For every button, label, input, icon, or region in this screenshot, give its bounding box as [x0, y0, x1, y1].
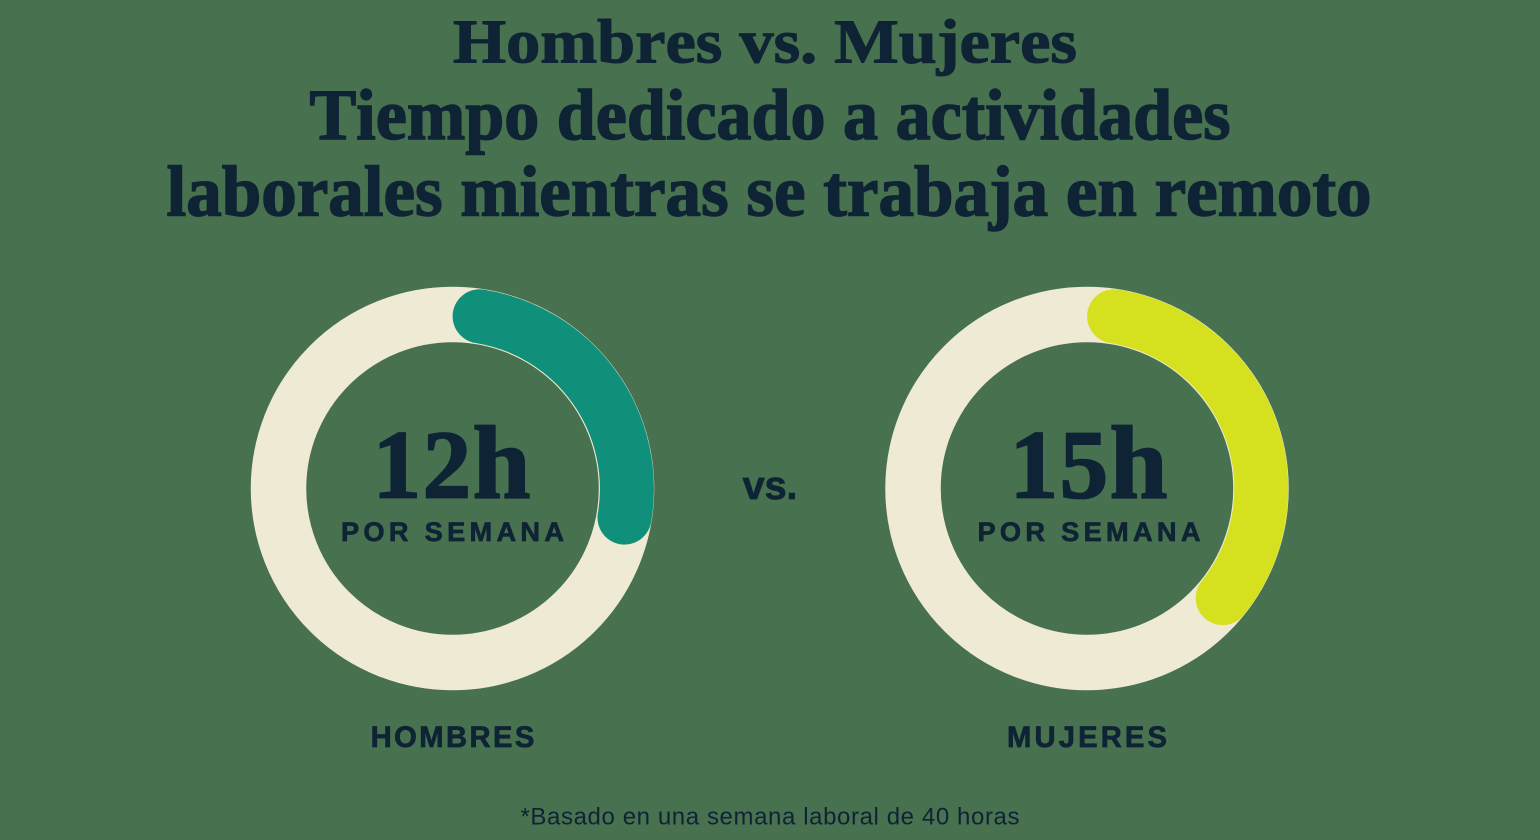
svg-text:HOMBRES: HOMBRES: [371, 722, 535, 754]
svg-text:MUJERES: MUJERES: [1007, 722, 1167, 754]
svg-text:*Basado en una semana laboral: *Basado en una semana laboral de 40 hora…: [521, 804, 1020, 831]
svg-text:Hombres vs. Mujeres: Hombres vs. Mujeres: [453, 7, 1077, 77]
svg-text:laborales mientras se trabaja: laborales mientras se trabaja en remoto: [167, 152, 1372, 232]
svg-text:vs.: vs.: [743, 464, 798, 508]
svg-text:15h: 15h: [1010, 406, 1168, 521]
svg-text:Tiempo dedicado a actividades: Tiempo dedicado a actividades: [310, 75, 1231, 155]
svg-text:POR SEMANA: POR SEMANA: [978, 516, 1201, 547]
svg-text:POR SEMANA: POR SEMANA: [341, 516, 564, 547]
svg-text:12h: 12h: [373, 406, 531, 521]
